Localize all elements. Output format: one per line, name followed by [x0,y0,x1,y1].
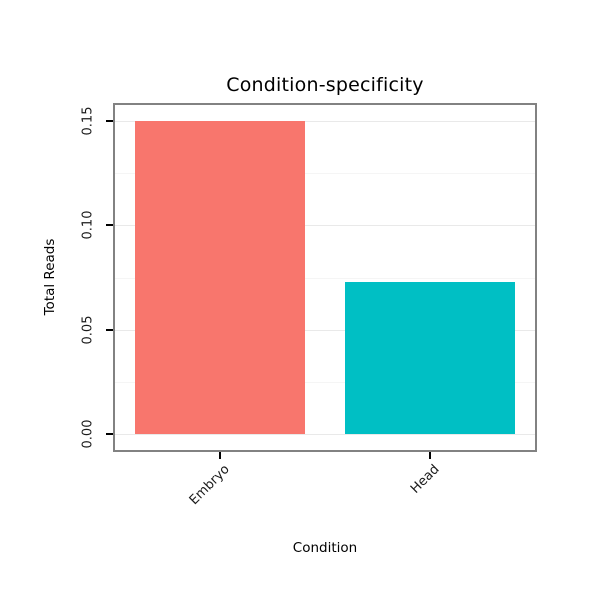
y-axis-tick [106,224,113,227]
y-axis-title: Total Reads [42,238,58,316]
bar-head [344,281,516,435]
plot-panel [113,103,537,452]
x-tick-label-embryo: Embryo [186,462,233,509]
x-tick-label-head: Head [407,462,443,497]
x-axis-title: Condition [292,540,358,556]
y-tick-label: 0.05 [80,315,96,345]
y-axis-tick [106,433,113,436]
x-axis-tick [429,452,431,459]
gridline-minor [115,277,535,279]
gridline-major [115,120,535,122]
y-axis-tick [106,328,113,331]
gridline-major [115,434,535,436]
bar-embryo [134,120,306,435]
y-axis-tick [106,119,113,122]
y-tick-label: 0.00 [80,419,96,449]
gridline-major [115,329,535,331]
chart-title: Condition-specificity [226,74,424,96]
gridline-major [115,225,535,227]
gridline-minor [115,172,535,174]
x-axis-tick [219,452,221,459]
gridline-minor [115,382,535,384]
y-tick-label: 0.10 [80,210,96,240]
y-tick-label: 0.15 [80,106,96,136]
